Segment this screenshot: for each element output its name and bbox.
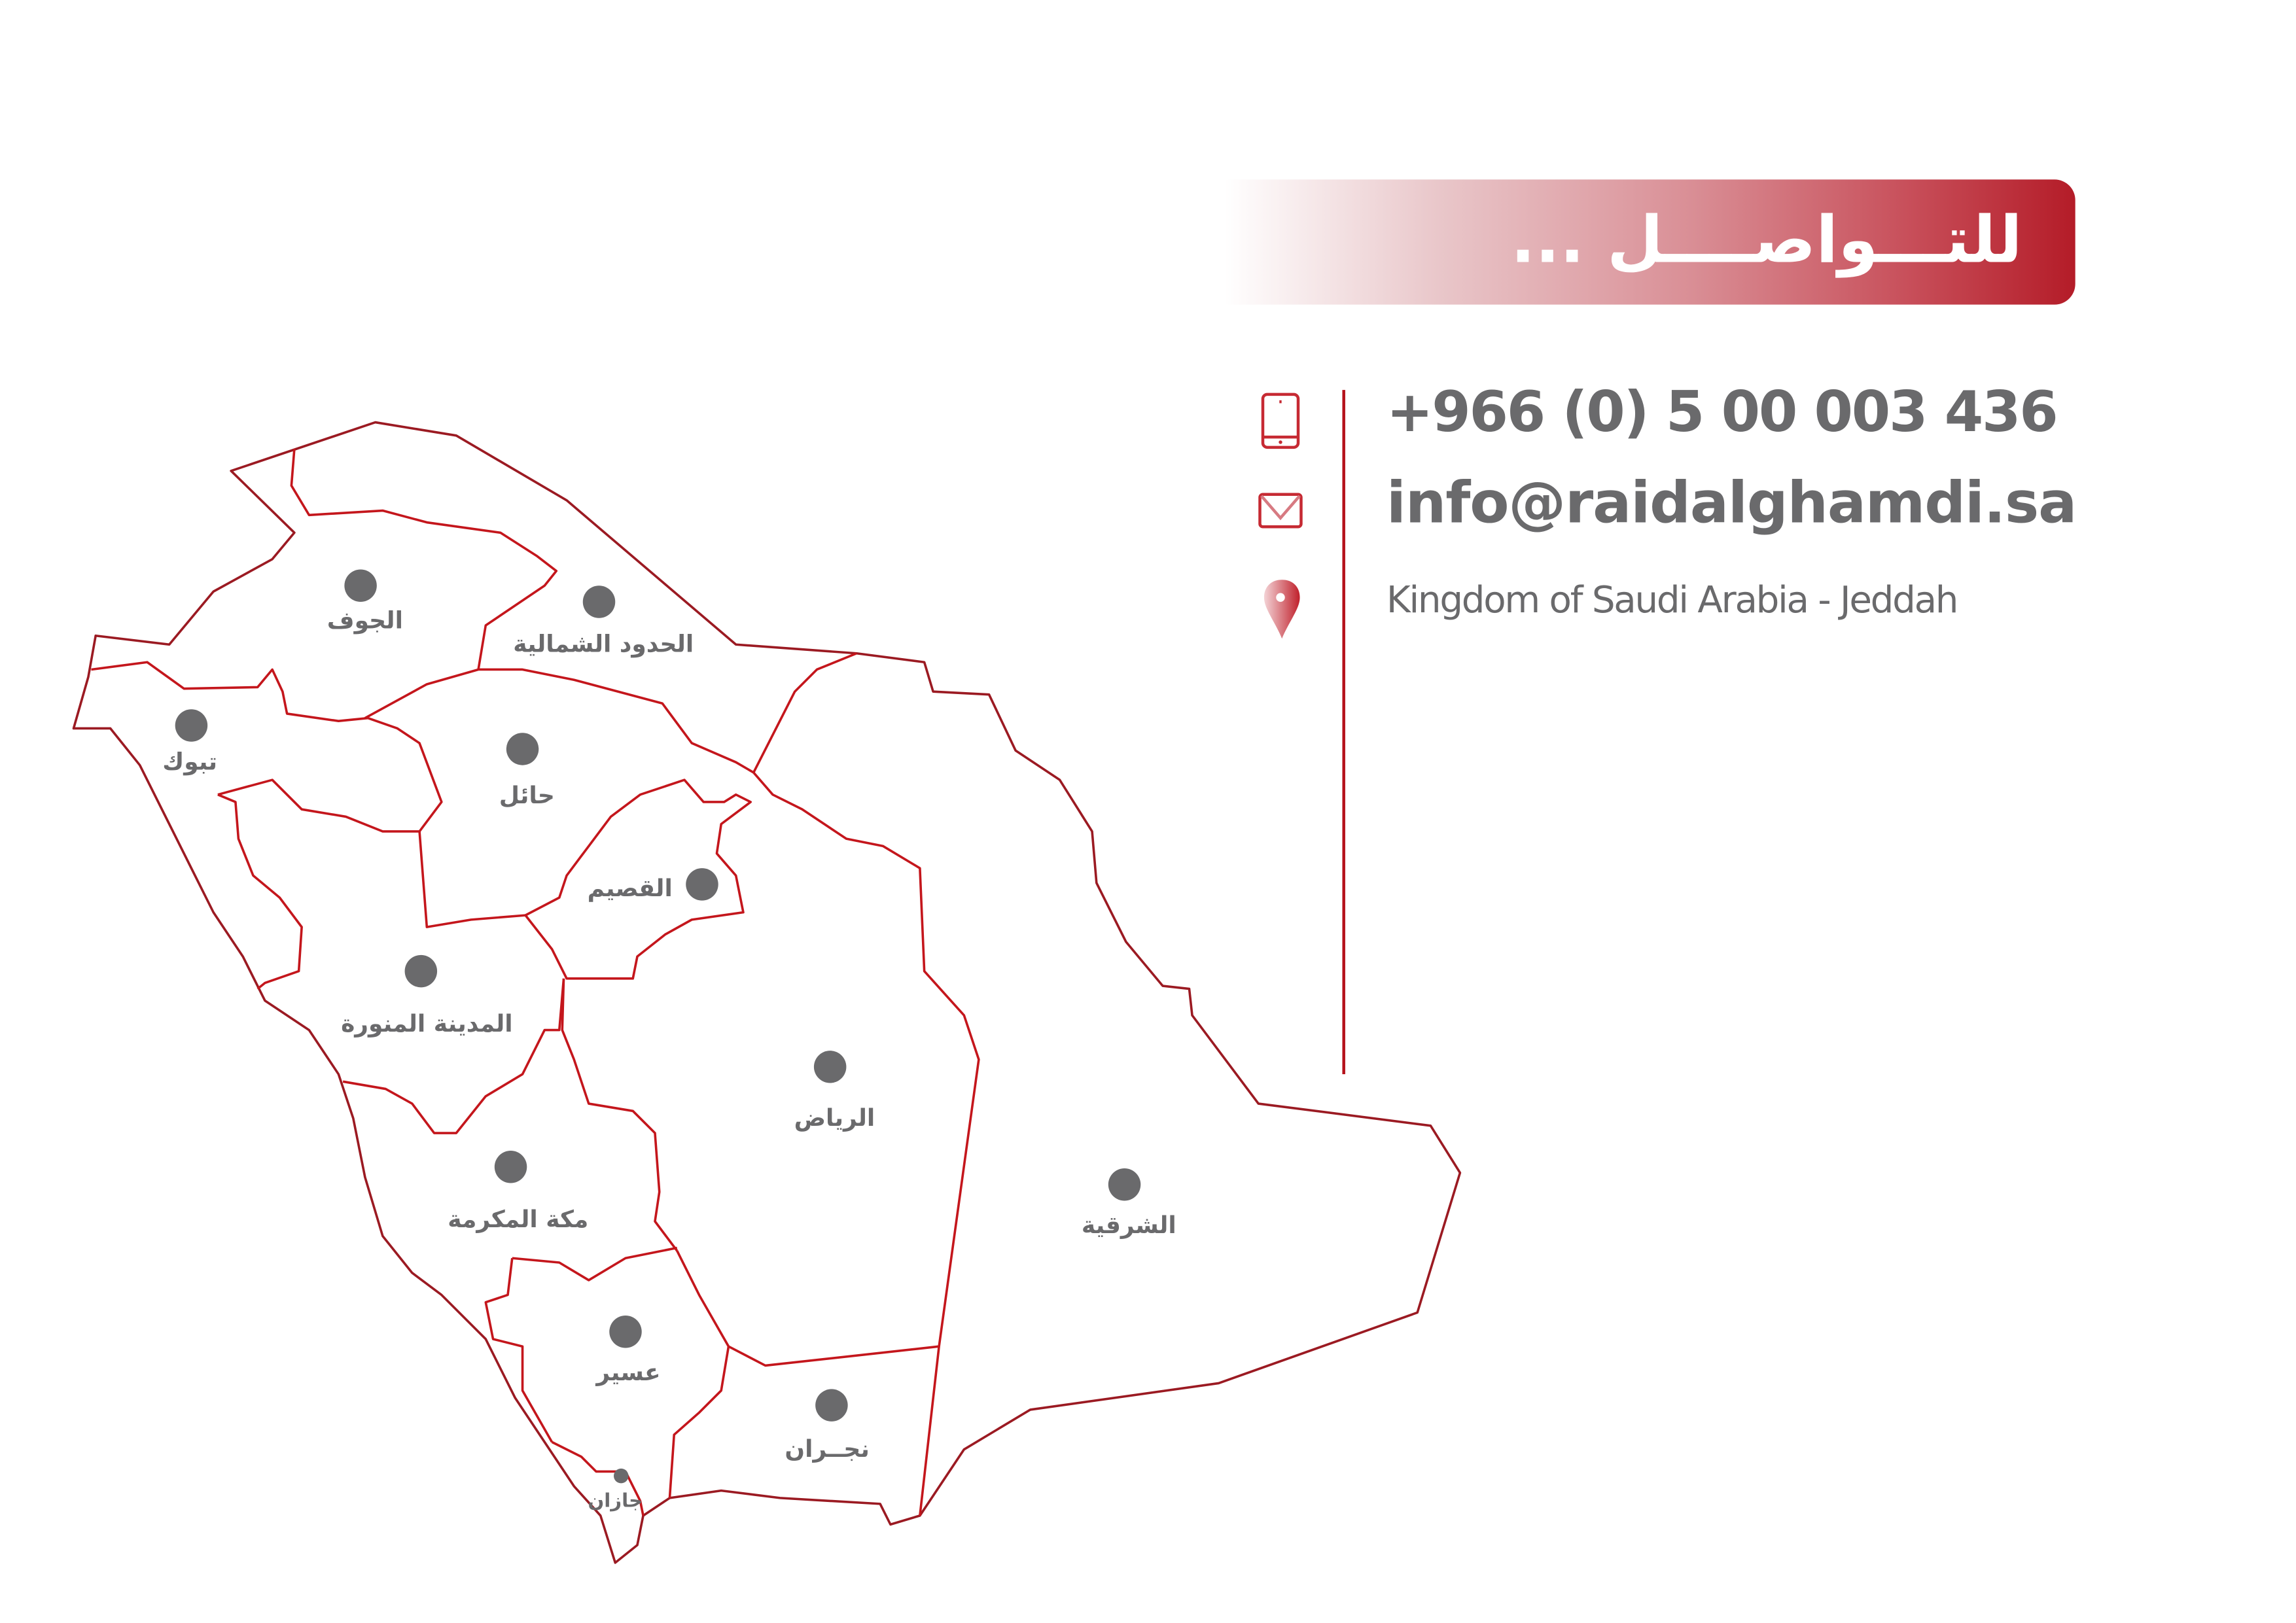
region-dot xyxy=(344,569,377,602)
region-dot xyxy=(582,585,616,618)
region-dot xyxy=(815,1389,848,1422)
address: Kingdom of Saudi Arabia - Jeddah xyxy=(1386,578,1958,621)
region-dot xyxy=(506,733,539,765)
border-makkah-asir xyxy=(512,1246,678,1282)
region-label-asir: عسير xyxy=(595,1359,660,1386)
region-dot xyxy=(175,709,208,742)
envelope-icon xyxy=(1258,493,1303,529)
border-tabuk-jawf xyxy=(91,661,368,723)
border-riyadh-sharqiyah xyxy=(752,771,980,1516)
region-label-riyadh: الرياض xyxy=(794,1105,875,1132)
banner-title: للتـــواصــــل ... xyxy=(1510,203,2022,279)
region-label-makkah: مكة المكرمة xyxy=(448,1206,588,1233)
region-label-najran: نجــران xyxy=(785,1436,869,1463)
phone-number[interactable]: +966 (0) 5 00 003 436 xyxy=(1386,379,2058,445)
border-hail-north xyxy=(364,668,754,774)
border-riyadh-south xyxy=(676,1250,940,1367)
region-label-tabuk: تبوك xyxy=(162,748,217,775)
border-madinah-west xyxy=(217,794,303,990)
region-label-jawf: الجوف xyxy=(327,607,403,634)
region-label-hail: حائل xyxy=(499,782,555,809)
map-outline xyxy=(72,421,1462,1564)
region-dot xyxy=(609,1315,642,1348)
mobile-phone-icon xyxy=(1261,393,1300,449)
region-label-northern-borders: الحدود الشمالية xyxy=(513,631,694,657)
region-label-eastern: الشرقية xyxy=(1082,1212,1176,1239)
border-hail-madinah xyxy=(418,831,526,928)
location-pin-icon xyxy=(1263,580,1300,639)
region-dot xyxy=(813,1051,847,1083)
border-asir-najran xyxy=(668,1346,730,1499)
border-riyadh-west xyxy=(561,978,679,1252)
border-qassim xyxy=(524,778,752,980)
region-dot xyxy=(494,1151,527,1183)
border-jazan xyxy=(551,1440,645,1516)
region-label-jazan: جازان xyxy=(588,1489,643,1511)
border-madinah-makkah xyxy=(342,978,565,1134)
border-baha xyxy=(484,1258,554,1443)
border-jawf-northern xyxy=(290,448,558,670)
region-dot xyxy=(1108,1168,1141,1201)
region-label-madinah: المدينة المنورة xyxy=(341,1011,512,1038)
region-dot xyxy=(613,1468,629,1484)
border-tabuk-madinah xyxy=(217,717,443,833)
email-address[interactable]: info@raidalghamdi.sa xyxy=(1386,470,2077,538)
contact-banner: للتـــواصــــل ... xyxy=(1224,179,2075,305)
region-label-qassim: القصيم xyxy=(588,875,673,902)
border-sharqiyah-north xyxy=(752,652,857,773)
region-dot xyxy=(404,954,438,988)
region-dot xyxy=(686,868,718,901)
divider-line xyxy=(1342,390,1345,1075)
